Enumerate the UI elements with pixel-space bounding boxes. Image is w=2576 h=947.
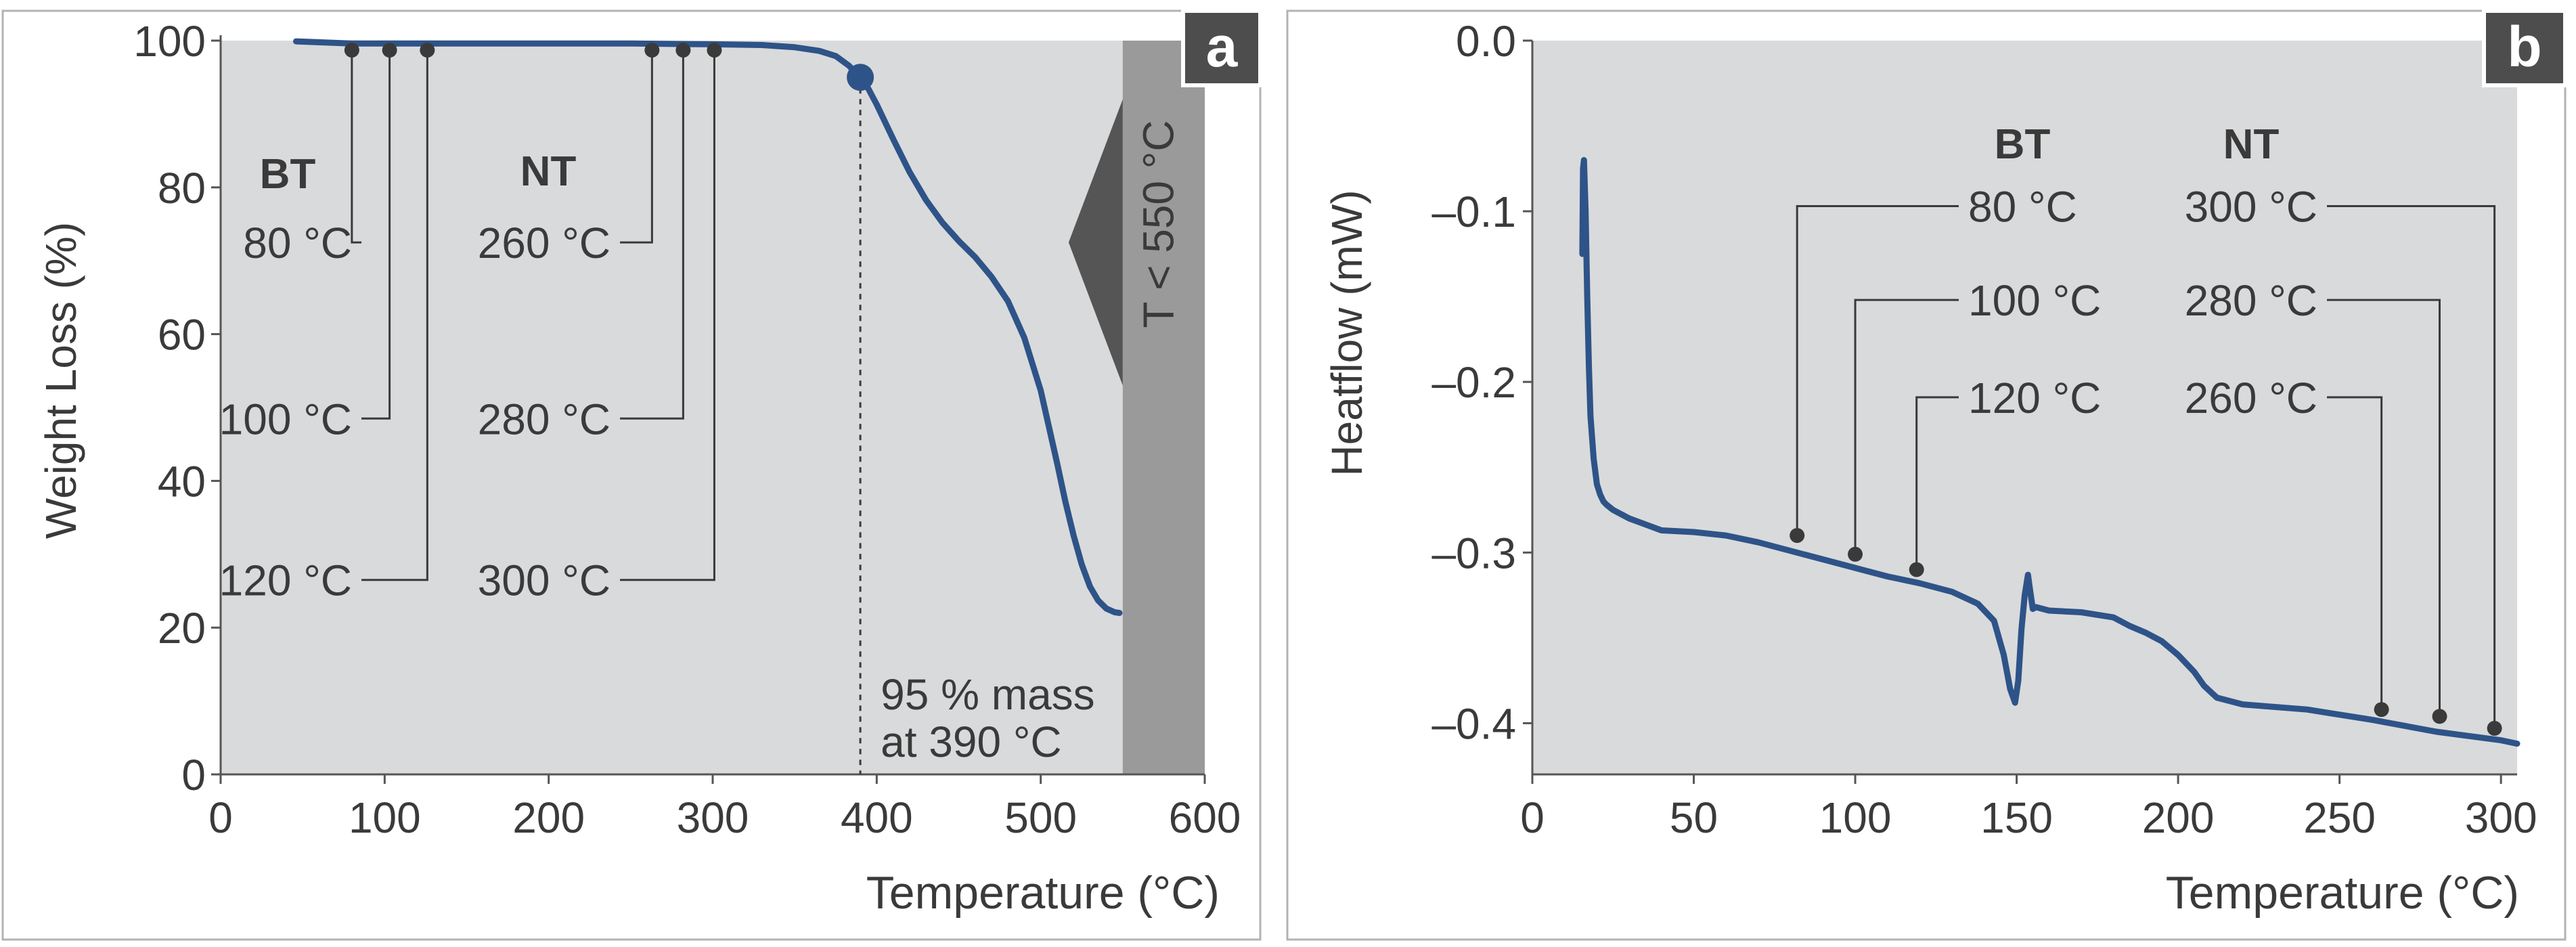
y-tick-label: 60: [158, 311, 206, 359]
callout-dot: [2432, 709, 2447, 724]
callout-label: 120 °C: [219, 556, 352, 605]
x-axis-title: Temperature (°C): [2166, 867, 2519, 919]
x-tick-label: 500: [1004, 793, 1077, 842]
panel-a-border: [1, 9, 1262, 941]
panel-a: T < 550 °C 0 20 40 60 80 100 0 100 200 300 400 500 60…: [1, 9, 1262, 941]
y-tick-label: 40: [158, 457, 206, 506]
x-tick-label: 400: [841, 793, 913, 842]
group-label-bt: BT: [260, 151, 316, 198]
highlight-label-line-2: at 390 °C: [881, 718, 1062, 766]
callout-dot: [344, 43, 359, 58]
callout-label: 260 °C: [478, 219, 610, 267]
x-tick-label: 0: [1520, 793, 1545, 842]
callout-leader-line: [2327, 205, 2496, 728]
callout-dot: [1909, 562, 1924, 577]
callout-label: 260 °C: [2185, 374, 2317, 422]
callout-dot: [1790, 528, 1805, 544]
y-tick-label: –0.2: [1431, 358, 1516, 407]
y-tick-label: 20: [158, 604, 206, 653]
group-label-nt: NT: [2223, 121, 2280, 168]
y-tick-label: –0.3: [1431, 529, 1516, 577]
x-tick-label: 300: [2465, 793, 2537, 842]
callout-label: 80 °C: [1968, 183, 2077, 232]
callout-label: 100 °C: [1968, 276, 2101, 325]
x-tick-label: 200: [512, 793, 585, 842]
callout-label: 120 °C: [1968, 374, 2101, 422]
y-axis-title: Weight Loss (%): [37, 222, 85, 539]
callout-leader-line: [1796, 205, 1959, 536]
panel-b-plot-area: [1532, 41, 2517, 774]
x-tick-label: 50: [1670, 793, 1718, 842]
panel-b-tag-label: b: [2507, 15, 2541, 79]
panel-a-plot-area: [221, 41, 1205, 774]
callout-leader-line: [351, 50, 361, 244]
callout-dot: [707, 43, 722, 58]
callout-dot: [1848, 546, 1863, 562]
callout-leader-line: [361, 50, 391, 420]
y-tick-label: –0.1: [1431, 188, 1516, 236]
callout-dot: [644, 43, 660, 58]
callout-leader-line: [2327, 396, 2383, 710]
callout-label: 280 °C: [478, 395, 610, 443]
x-tick-label: 100: [1819, 793, 1892, 842]
x-tick-label: 300: [677, 793, 749, 842]
callout-leader-line: [620, 50, 715, 581]
panel-a-tag-label: a: [1206, 15, 1239, 79]
y-axis-title: Heatflow (mW): [1323, 190, 1371, 476]
callout-dot: [2487, 720, 2502, 736]
panel-b: 0.0 –0.1 –0.2 –0.3 –0.40 50 100 150 200 250 300 Tem…: [1286, 9, 2567, 941]
panel-a-tag-box: [1181, 9, 1262, 87]
y-tick-label: 80: [158, 164, 206, 213]
callout-leader-line: [620, 50, 653, 244]
panel-b-tag-box: [2482, 9, 2567, 87]
callout-dot: [675, 43, 691, 58]
x-tick-label: 200: [2142, 793, 2215, 842]
shaded-region: [1122, 41, 1205, 774]
callout-label: 280 °C: [2185, 276, 2317, 325]
callout-label: 100 °C: [219, 395, 352, 443]
shaded-region-label: T < 550 °C: [1134, 120, 1182, 328]
y-tick-label: 0.0: [1456, 17, 1516, 66]
highlight-point: [847, 64, 874, 91]
callout-label: 300 °C: [2185, 183, 2317, 232]
callout-label: 80 °C: [243, 219, 352, 267]
y-tick-label: –0.4: [1431, 699, 1516, 748]
x-tick-label: 0: [208, 793, 233, 842]
callout-dot: [382, 43, 397, 58]
callout-leader-line: [361, 50, 428, 581]
callout-dot: [420, 43, 435, 58]
region-arrow-icon: [1068, 99, 1123, 386]
group-label-bt: BT: [1995, 121, 2051, 168]
group-label-nt: NT: [520, 148, 577, 195]
callout-label: 300 °C: [478, 556, 610, 605]
series-line-dsc: [1579, 157, 2521, 747]
callout-leader-line: [2327, 299, 2441, 717]
series-line-tga: [293, 38, 1123, 616]
y-tick-label: 0: [181, 751, 206, 799]
callout-leader-line: [1854, 299, 1959, 554]
highlight-label-line-1: 95 % mass: [881, 670, 1095, 719]
callout-leader-line: [1915, 396, 1959, 570]
x-tick-label: 250: [2303, 793, 2376, 842]
y-tick-label: 100: [133, 17, 206, 66]
x-tick-label: 100: [349, 793, 421, 842]
x-axis-title: Temperature (°C): [866, 867, 1220, 919]
callout-dot: [2374, 702, 2389, 718]
x-tick-label: 600: [1169, 793, 1241, 842]
panel-b-border: [1286, 9, 2567, 941]
callout-leader-line: [620, 50, 684, 420]
x-tick-label: 150: [1980, 793, 2053, 842]
